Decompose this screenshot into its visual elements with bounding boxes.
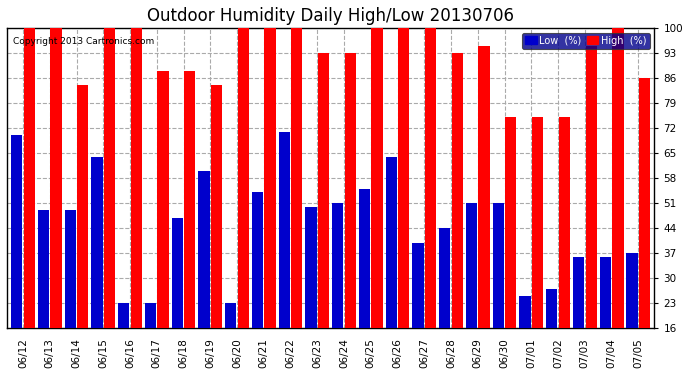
Bar <box>627 254 638 375</box>
Bar <box>50 28 61 375</box>
Bar <box>130 28 142 375</box>
Bar <box>211 85 222 375</box>
Bar <box>520 296 531 375</box>
Title: Outdoor Humidity Daily High/Low 20130706: Outdoor Humidity Daily High/Low 20130706 <box>147 7 514 25</box>
Bar <box>559 117 570 375</box>
Bar <box>77 85 88 375</box>
Bar <box>359 189 370 375</box>
Bar <box>184 71 195 375</box>
Legend: Low  (%), High  (%): Low (%), High (%) <box>522 33 649 49</box>
Bar <box>345 53 356 375</box>
Bar <box>252 192 263 375</box>
Bar <box>118 303 129 375</box>
Bar <box>639 78 650 375</box>
Bar <box>279 132 290 375</box>
Bar <box>371 28 383 375</box>
Bar <box>546 289 558 375</box>
Bar <box>225 303 237 375</box>
Bar <box>172 217 183 375</box>
Bar <box>493 203 504 375</box>
Bar <box>532 117 543 375</box>
Bar <box>386 157 397 375</box>
Bar <box>306 207 317 375</box>
Bar <box>198 171 210 375</box>
Bar <box>439 228 451 375</box>
Text: Copyright 2013 Cartronics.com: Copyright 2013 Cartronics.com <box>13 37 155 46</box>
Bar <box>65 210 76 375</box>
Bar <box>600 257 611 375</box>
Bar <box>466 203 477 375</box>
Bar <box>425 28 436 375</box>
Bar <box>452 53 463 375</box>
Bar <box>145 303 156 375</box>
Bar <box>91 157 103 375</box>
Bar <box>237 28 249 375</box>
Bar <box>573 257 584 375</box>
Bar <box>612 28 624 375</box>
Bar <box>478 46 490 375</box>
Bar <box>104 28 115 375</box>
Bar <box>332 203 344 375</box>
Bar <box>157 71 168 375</box>
Bar <box>318 53 329 375</box>
Bar <box>413 243 424 375</box>
Bar <box>11 135 22 375</box>
Bar <box>586 46 597 375</box>
Bar <box>264 28 276 375</box>
Bar <box>398 28 409 375</box>
Bar <box>23 28 35 375</box>
Bar <box>505 117 517 375</box>
Bar <box>38 210 49 375</box>
Bar <box>291 28 302 375</box>
